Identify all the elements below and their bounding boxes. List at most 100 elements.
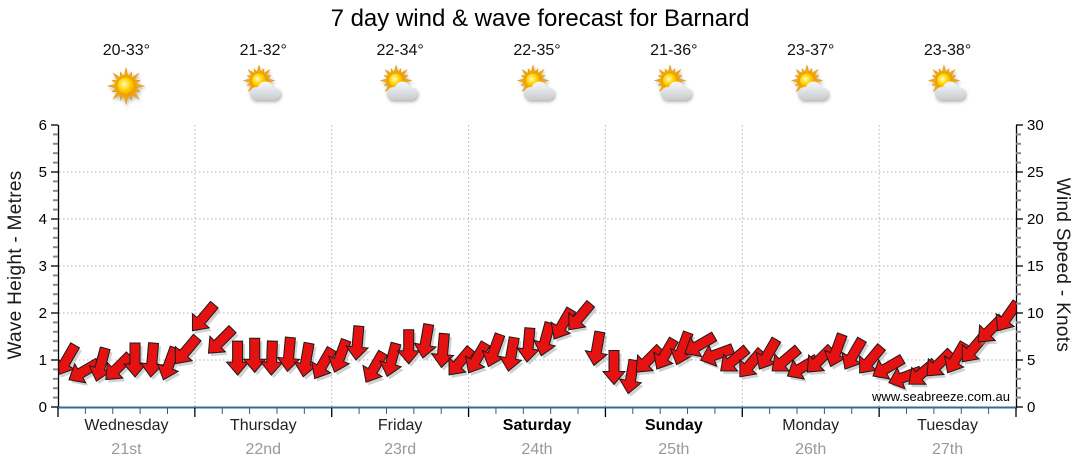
day-date: 25th xyxy=(658,441,690,458)
wind-arrow xyxy=(207,324,237,354)
day-header-thursday: 21-32° xyxy=(195,42,331,109)
wind-arrow xyxy=(448,344,476,376)
wind-arrow-series xyxy=(58,299,1016,397)
partly-cloudy-icon xyxy=(928,64,966,100)
wind-arrow xyxy=(684,331,718,358)
day-header-tuesday: 23-38° xyxy=(880,42,1016,109)
wind-arrow xyxy=(584,330,609,367)
day-name: Friday xyxy=(377,417,423,434)
wind-arrow xyxy=(310,345,337,380)
temperature-range: 22-35° xyxy=(513,42,561,59)
wind-arrow xyxy=(293,341,318,378)
wind-arrow xyxy=(533,320,557,357)
day-date: 26th xyxy=(795,441,827,458)
wind-arrow xyxy=(345,325,370,361)
wind-arrow xyxy=(669,330,694,366)
wind-arrow xyxy=(601,350,627,386)
wind-tick-label: 15 xyxy=(1027,258,1044,275)
day-header-wednesday: 20-33° xyxy=(58,42,194,109)
wind-arrow xyxy=(276,336,301,373)
wind-arrow xyxy=(396,329,421,365)
x-label-friday: Friday 23rd xyxy=(332,417,468,459)
day-header-saturday: 22-35° xyxy=(469,42,605,109)
wind-arrow xyxy=(413,323,438,359)
temperature-range: 22-34° xyxy=(376,42,424,59)
wind-arrow xyxy=(156,345,181,381)
wind-arrow xyxy=(771,344,803,372)
page-title: 7 day wind & wave forecast for Barnard xyxy=(330,5,750,32)
wind-arrow xyxy=(88,346,112,382)
wind-arrow xyxy=(430,332,455,369)
partly-cloudy-icon xyxy=(654,64,692,100)
day-date: 22nd xyxy=(245,441,282,458)
wind-arrow xyxy=(720,344,751,372)
wind-arrow xyxy=(464,340,491,374)
wind-arrow xyxy=(859,343,887,374)
temperature-range: 21-32° xyxy=(239,42,287,59)
wave-tick-label: 0 xyxy=(39,399,47,416)
temperature-range: 21-36° xyxy=(650,42,698,59)
day-date: 24th xyxy=(521,441,553,458)
wave-tick-label: 4 xyxy=(39,211,47,228)
wave-tick-label: 1 xyxy=(39,352,47,369)
wave-tick-label: 6 xyxy=(39,117,47,134)
wind-tick-label: 5 xyxy=(1027,352,1035,369)
x-label-thursday: Thursday 22nd xyxy=(195,417,331,459)
partly-cloudy-icon xyxy=(380,64,418,100)
day-date: 23rd xyxy=(384,441,417,458)
wind-arrow xyxy=(872,353,906,380)
wave-tick-label: 3 xyxy=(39,258,47,275)
wave-tick-label: 2 xyxy=(39,305,47,322)
day-date: 27th xyxy=(931,441,964,458)
wind-arrow xyxy=(653,336,679,370)
wind-arrow xyxy=(242,337,267,374)
wind-arrow xyxy=(58,342,81,376)
wind-arrow xyxy=(516,327,541,363)
day-name: Tuesday xyxy=(917,417,978,434)
wind-arrow xyxy=(105,351,135,381)
temperature-range: 23-37° xyxy=(787,42,835,59)
wind-arrow xyxy=(68,357,102,384)
wave-tick-label: 5 xyxy=(39,164,47,181)
day-header-friday: 22-34° xyxy=(332,42,468,109)
wind-arrow xyxy=(823,332,848,368)
axes: 0 1 2 3 4 5 6 0 5 10 15 20 25 30 xyxy=(39,117,1044,417)
watermark: www.seabreeze.com.au xyxy=(871,389,1010,404)
wind-arrow xyxy=(926,347,956,377)
wind-arrow xyxy=(379,341,403,378)
day-name: Monday xyxy=(782,417,840,434)
day-header-sunday: 21-36° xyxy=(606,42,742,109)
wind-arrow xyxy=(618,358,643,395)
day-name: Thursday xyxy=(229,417,297,434)
x-label-saturday: Saturday 24th xyxy=(469,417,605,459)
day-name: Wednesday xyxy=(84,417,169,434)
wind-tick-label: 0 xyxy=(1027,399,1035,416)
wind-arrow xyxy=(362,349,389,383)
wind-arrow xyxy=(481,332,506,368)
x-label-wednesday: Wednesday 21st xyxy=(58,417,194,459)
wind-arrow xyxy=(699,343,735,367)
x-label-tuesday: Tuesday 27th xyxy=(880,417,1016,459)
x-label-monday: Monday 26th xyxy=(743,417,879,459)
wind-arrow xyxy=(841,336,868,370)
wind-arrow xyxy=(174,333,202,365)
wind-arrow xyxy=(259,340,284,376)
wind-arrow xyxy=(327,337,352,373)
wind-tick-label: 30 xyxy=(1027,117,1044,134)
wind-arrow xyxy=(191,300,219,332)
partly-cloudy-icon xyxy=(243,64,281,100)
wind-tick-label: 25 xyxy=(1027,164,1044,181)
wind-arrow xyxy=(995,299,1016,332)
sunny-icon xyxy=(107,67,145,105)
partly-cloudy-icon xyxy=(517,64,555,100)
day-name: Sunday xyxy=(644,417,703,434)
wind-arrow xyxy=(755,336,782,370)
wind-tick-label: 20 xyxy=(1027,211,1044,228)
wind-arrow xyxy=(568,299,596,331)
partly-cloudy-icon xyxy=(791,64,829,100)
x-label-sunday: Sunday 25th xyxy=(606,417,742,459)
day-date: 21st xyxy=(111,441,142,458)
wind-arrow xyxy=(225,340,250,376)
